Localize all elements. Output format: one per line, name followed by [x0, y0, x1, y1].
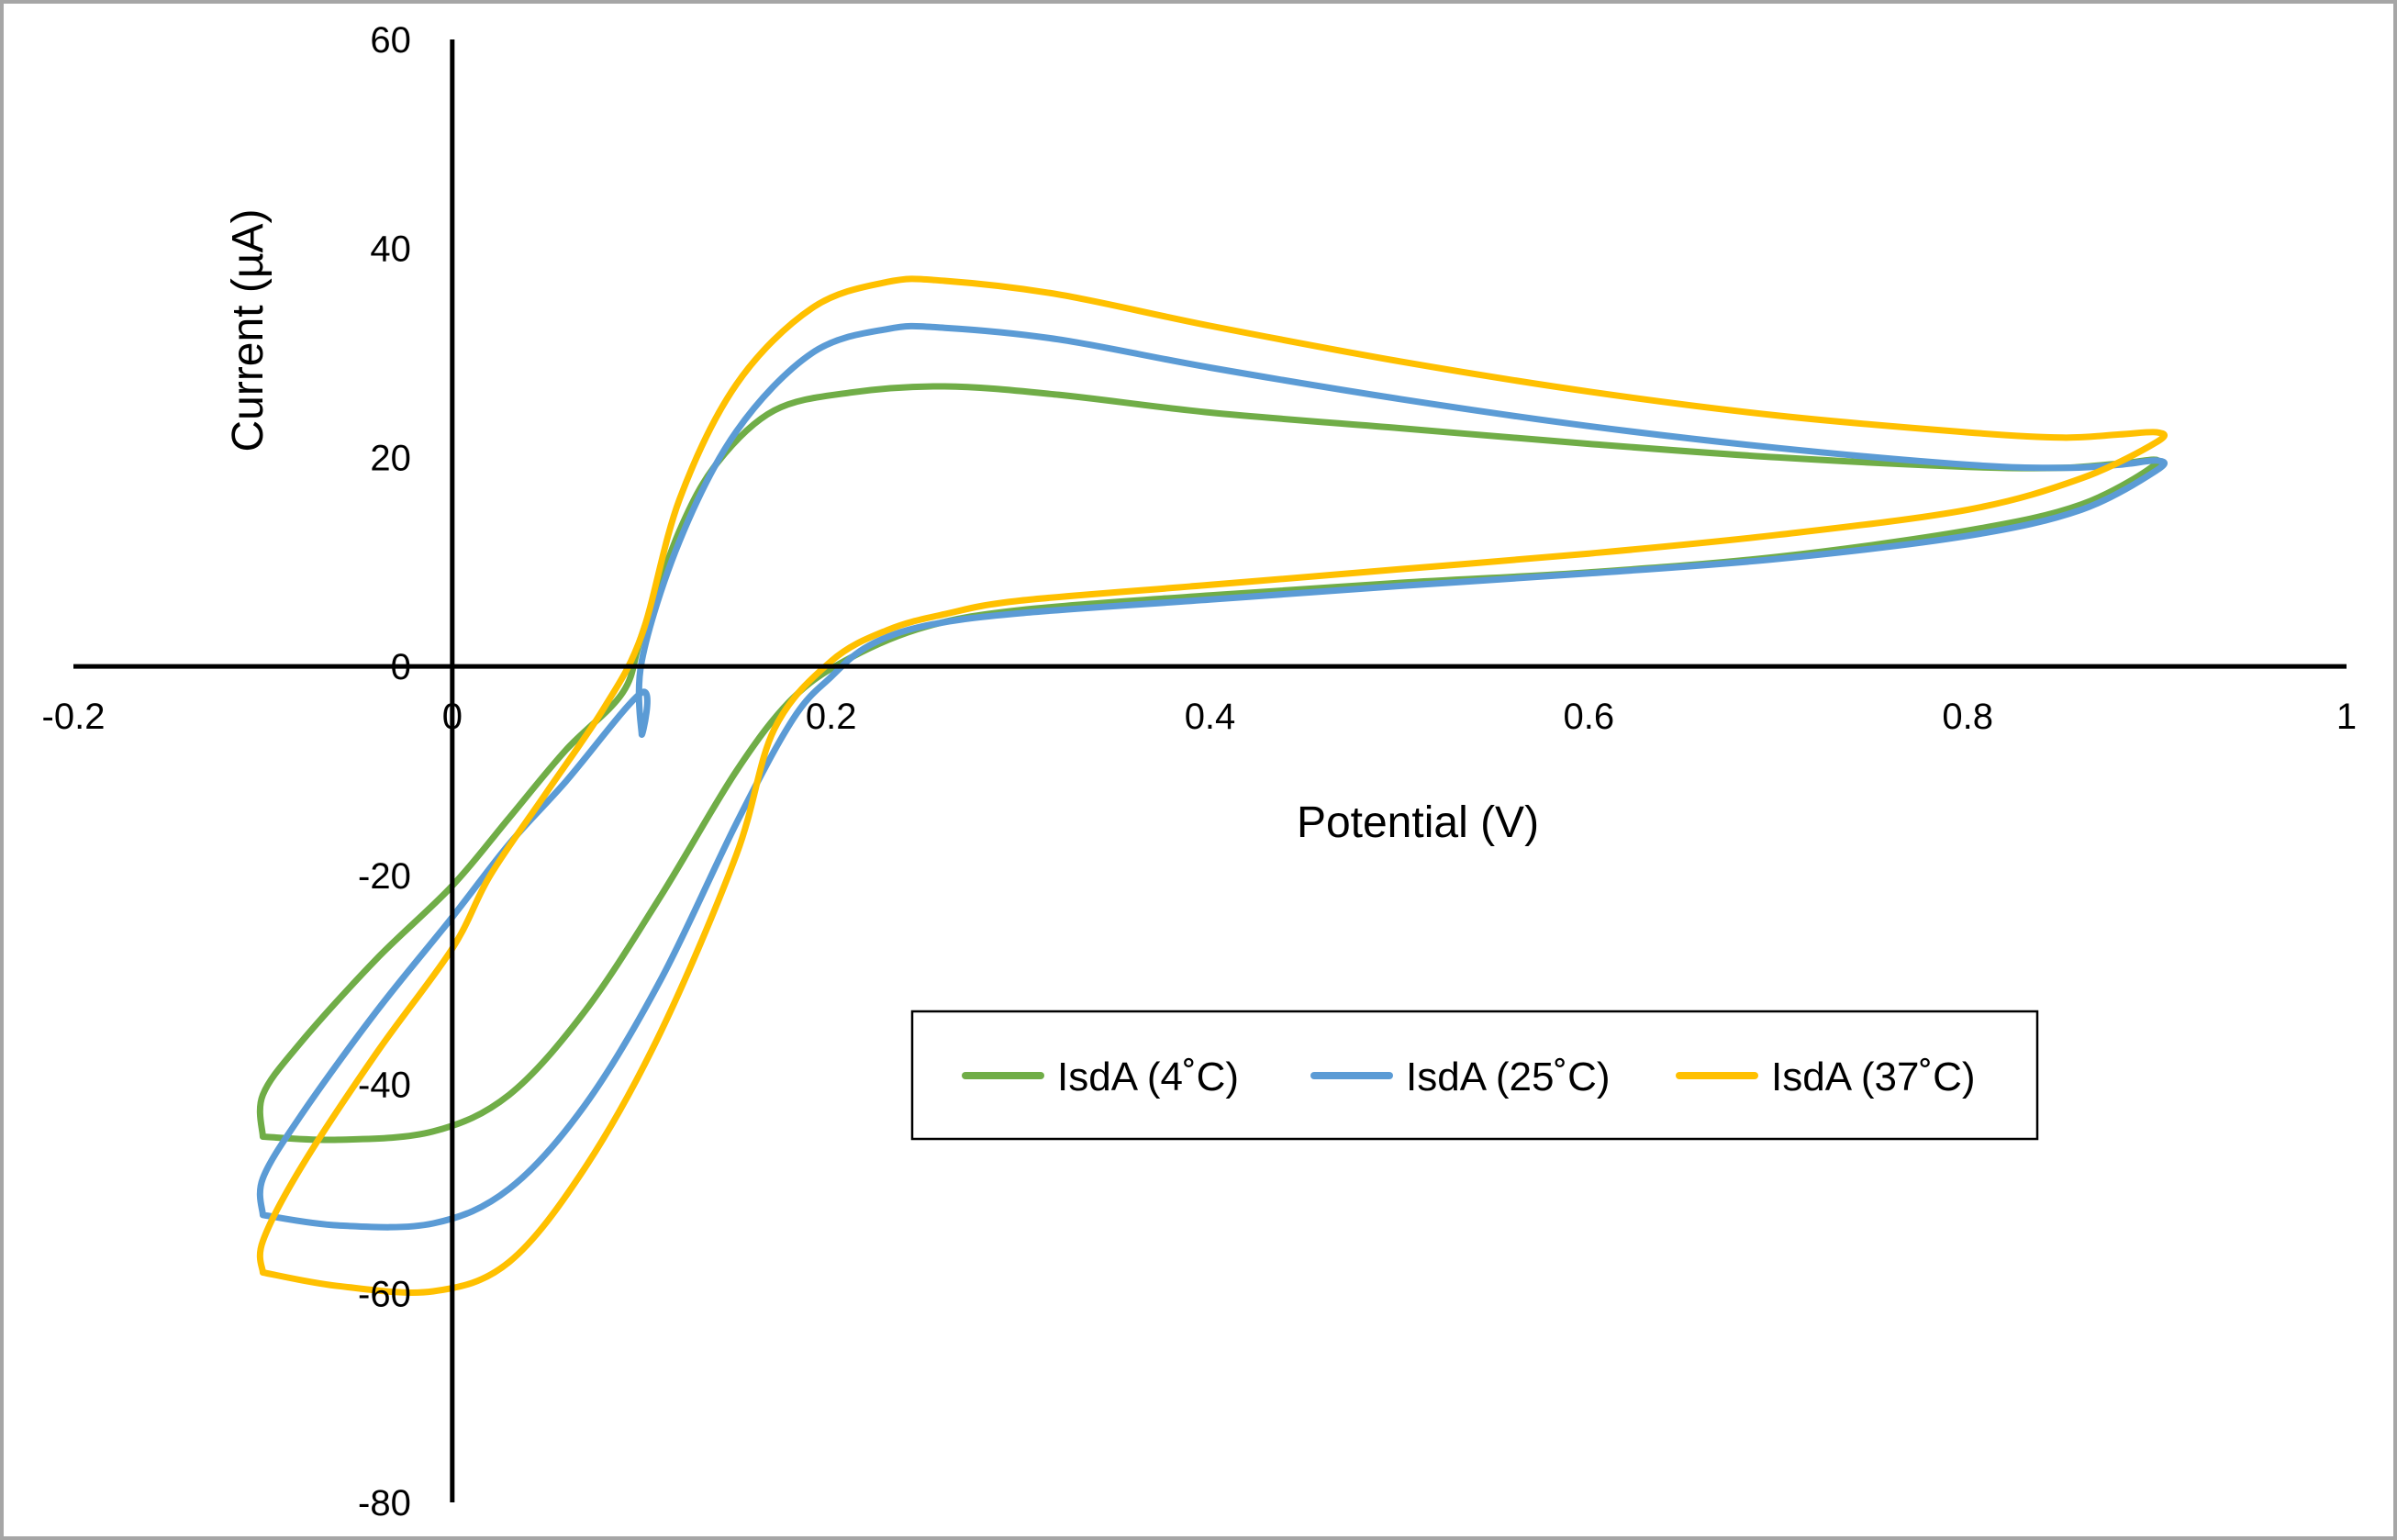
- y-tick-label: -60: [358, 1274, 411, 1314]
- y-tick-label: 0: [391, 647, 411, 687]
- y-tick-label: -80: [358, 1483, 411, 1523]
- x-tick-label: 0.8: [1942, 697, 1993, 737]
- x-axis-title: Potential (V): [1297, 798, 1539, 847]
- x-tick-label: 0.4: [1185, 697, 1236, 737]
- series-line-2: [256, 322, 2168, 1231]
- legend-items: IsdA (4˚C) IsdA (25˚C) IsdA (37˚C): [962, 1055, 1976, 1099]
- x-tick-label: 0.6: [1564, 697, 1615, 737]
- x-tick-label: -0.2: [42, 697, 106, 737]
- legend-label-2: IsdA (25˚C): [1406, 1055, 1611, 1099]
- x-tick-label: 0: [442, 697, 463, 737]
- legend: IsdA (4˚C) IsdA (25˚C) IsdA (37˚C): [910, 1010, 2039, 1141]
- x-tick-label: 1: [2336, 697, 2357, 737]
- legend-label-1: IsdA (4˚C): [1057, 1055, 1239, 1099]
- y-tick-labels: 60 40 20 0 -20 -40 -60 -80: [358, 20, 411, 1523]
- y-tick-label: -20: [358, 856, 411, 897]
- series-layer: [256, 275, 2168, 1296]
- y-tick-label: 40: [370, 229, 411, 270]
- series-line-3: [256, 275, 2168, 1296]
- y-tick-label: 60: [370, 20, 411, 61]
- legend-label-3: IsdA (37˚C): [1771, 1055, 1976, 1099]
- legend-box: [910, 1010, 2039, 1141]
- y-axis-title: Current (µA): [224, 208, 273, 452]
- x-tick-label: 0.2: [806, 697, 857, 737]
- y-tick-label: 20: [370, 438, 411, 478]
- x-tick-labels: -0.2 0 0.2 0.4 0.6 0.8 1: [42, 697, 2358, 737]
- y-tick-label: -40: [358, 1066, 411, 1106]
